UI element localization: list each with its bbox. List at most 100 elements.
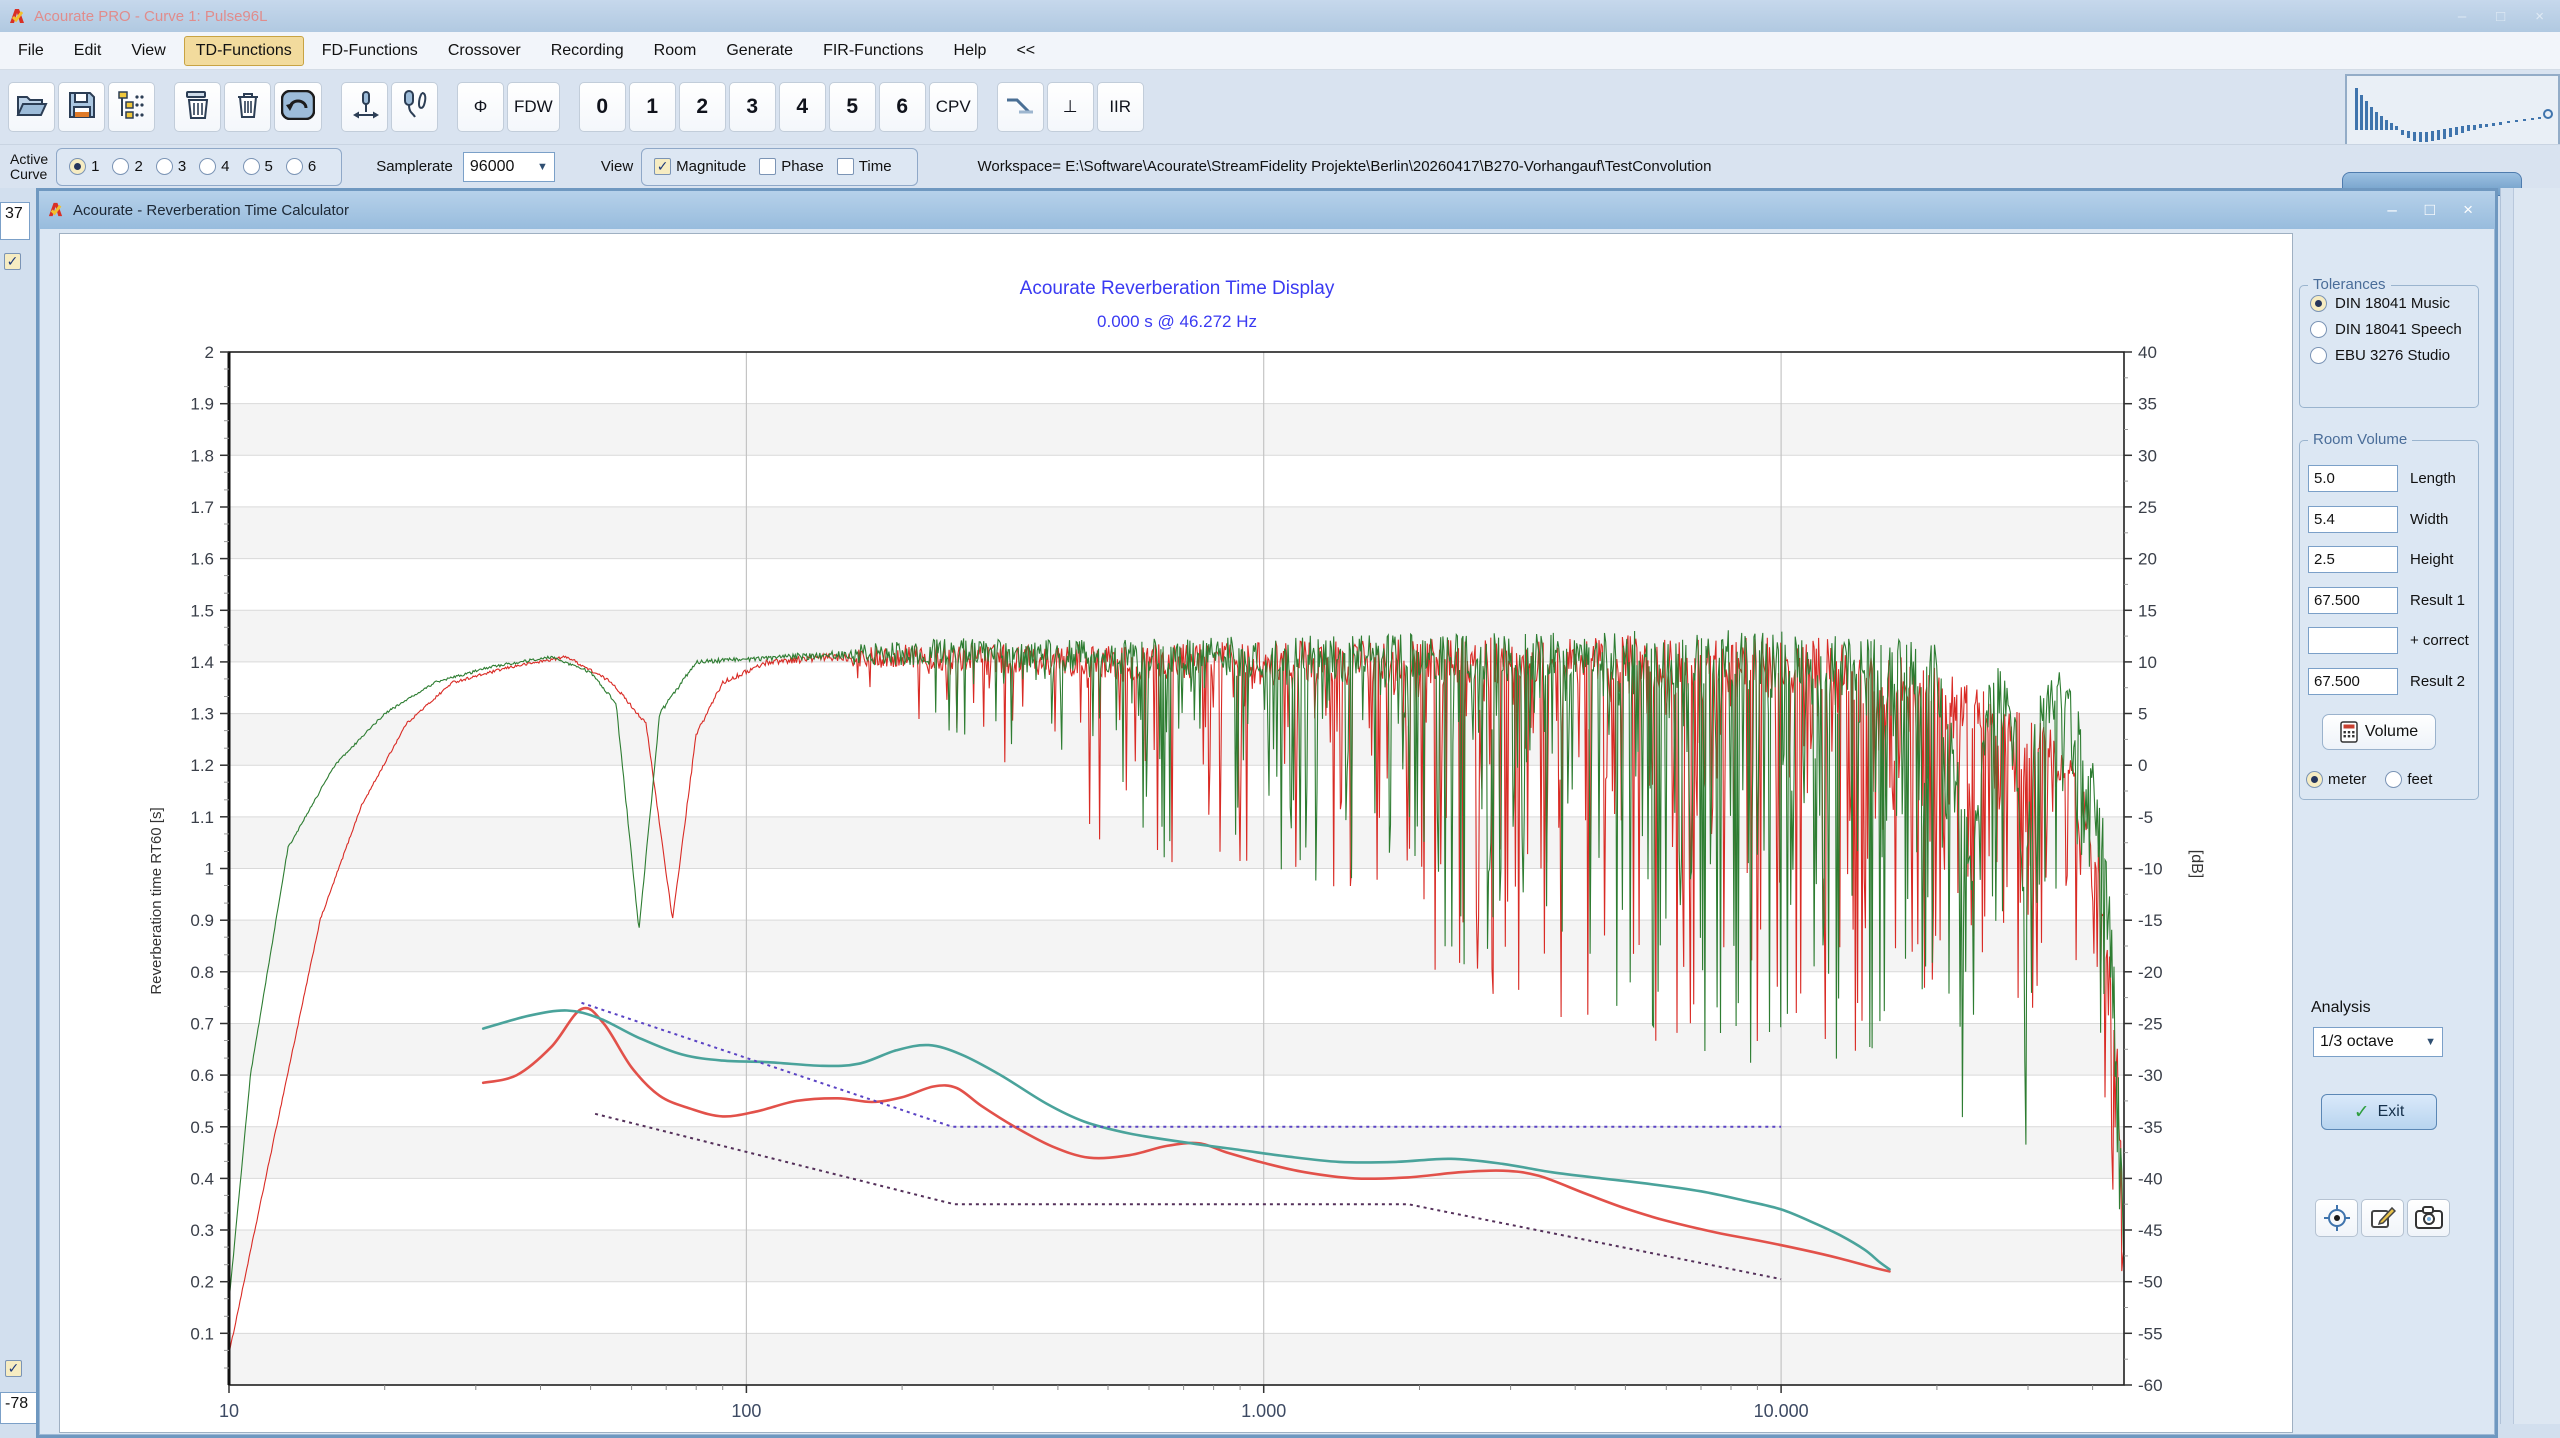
curve-marker-button[interactable] (997, 82, 1044, 132)
svg-text:-35: -35 (2138, 1118, 2163, 1137)
svg-text:-60: -60 (2138, 1376, 2163, 1395)
menu-generate[interactable]: Generate (714, 36, 805, 66)
curve-2-button[interactable]: 2 (679, 82, 726, 132)
unit-radio-meter[interactable]: meter (2306, 771, 2366, 788)
curve-radio-3[interactable]: 3 (156, 158, 186, 175)
dialog-titlebar[interactable]: Acourate - Reverberation Time Calculator… (39, 191, 2495, 229)
curve-tree-button[interactable] (108, 82, 155, 132)
curve-5-button[interactable]: 5 (829, 82, 876, 132)
tolerance-option-din-18041-speech[interactable]: DIN 18041 Speech (2310, 321, 2478, 338)
menu-edit[interactable]: Edit (62, 36, 114, 66)
exit-button[interactable]: ✓ Exit (2321, 1094, 2437, 1130)
room-field--correct[interactable] (2308, 627, 2398, 654)
save-button[interactable] (58, 82, 105, 132)
svg-text:25: 25 (2138, 498, 2157, 517)
svg-text:1.4: 1.4 (190, 653, 214, 672)
radio-icon (2306, 771, 2323, 788)
menu-crossover[interactable]: Crossover (436, 36, 533, 66)
close-button[interactable]: × (2535, 8, 2544, 25)
menu-td-functions[interactable]: TD-Functions (184, 36, 304, 66)
room-field-label: + correct (2410, 632, 2469, 649)
dialog-minimize-button[interactable]: – (2387, 200, 2396, 220)
curve-1-button[interactable]: 1 (629, 82, 676, 132)
menu-help[interactable]: Help (942, 36, 999, 66)
dialog-maximize-button[interactable]: □ (2425, 200, 2435, 220)
radio-icon (2310, 321, 2327, 338)
checkbox-icon (759, 158, 776, 175)
svg-text:0.9: 0.9 (190, 911, 214, 930)
curve-radio-4[interactable]: 4 (199, 158, 229, 175)
dialog-controls[interactable]: – □ × (2387, 200, 2473, 220)
mic-cable-button[interactable] (391, 82, 438, 132)
menu--[interactable]: << (1004, 36, 1047, 66)
room-field-result-2[interactable] (2308, 668, 2398, 695)
delete-archive-button[interactable] (174, 82, 221, 132)
svg-text:0.2: 0.2 (190, 1273, 214, 1292)
samplerate-select[interactable]: 96000 ▼ (463, 152, 555, 182)
delete-button[interactable] (224, 82, 271, 132)
room-field-height[interactable] (2308, 546, 2398, 573)
dialog-close-button[interactable]: × (2463, 200, 2473, 220)
menu-room[interactable]: Room (642, 36, 709, 66)
background-left-checkbox[interactable]: ✓ (4, 253, 21, 270)
curve-radio-2[interactable]: 2 (112, 158, 142, 175)
background-left-field[interactable]: 37 (0, 202, 30, 240)
tolerance-option-din-18041-music[interactable]: DIN 18041 Music (2310, 295, 2478, 312)
y-left-axis-title: Reverberation time RT60 [s] (148, 807, 165, 994)
menu-file[interactable]: File (6, 36, 56, 66)
maximize-button[interactable]: □ (2496, 8, 2505, 25)
trash-icon (234, 90, 262, 125)
chart-readout: 0.000 s @ 46.272 Hz (60, 312, 2294, 332)
analysis-label: Analysis (2311, 999, 2371, 1017)
impulse-preview-graphic (2347, 76, 2558, 148)
menu-view[interactable]: View (119, 36, 177, 66)
analysis-select[interactable]: 1/3 octave ▼ (2313, 1027, 2443, 1057)
iir-button[interactable]: IIR (1097, 82, 1144, 132)
curve-3-button[interactable]: 3 (729, 82, 776, 132)
undo-button[interactable] (274, 82, 322, 132)
curve-4-button[interactable]: 4 (779, 82, 826, 132)
curve-6-button[interactable]: 6 (879, 82, 926, 132)
menu-fd-functions[interactable]: FD-Functions (310, 36, 430, 66)
fdw-button[interactable]: FDW (507, 82, 560, 132)
check-icon: ✓ (2354, 1101, 2370, 1124)
chevron-down-icon: ▼ (2415, 1036, 2436, 1048)
open-button[interactable] (8, 82, 55, 132)
svg-text:10.000: 10.000 (1754, 1401, 1809, 1421)
volume-button[interactable]: Volume (2322, 714, 2436, 750)
cpv-button[interactable]: CPV (929, 82, 978, 132)
curve-radio-6[interactable]: 6 (286, 158, 316, 175)
active-curve-group: 123456 (56, 148, 342, 186)
perpendicular-button[interactable]: ⊥ (1047, 82, 1094, 132)
tolerance-option-ebu-3276-studio[interactable]: EBU 3276 Studio (2310, 347, 2478, 364)
background-left-bottom-checkbox[interactable]: ✓ (5, 1360, 22, 1377)
curve-radio-5[interactable]: 5 (243, 158, 273, 175)
crosshair-button[interactable] (2315, 1199, 2358, 1237)
room-field-width[interactable] (2308, 506, 2398, 533)
view-check-time[interactable]: Time (837, 158, 892, 175)
view-label: View (601, 159, 633, 174)
window-title: Acourate PRO - Curve 1: Pulse96L (34, 8, 267, 25)
menu-recording[interactable]: Recording (539, 36, 636, 66)
minimize-button[interactable]: – (2458, 8, 2466, 25)
room-field-length[interactable] (2308, 465, 2398, 492)
pencil-edit-icon (2370, 1205, 2396, 1231)
screenshot-button[interactable] (2407, 1199, 2450, 1237)
radio-icon (112, 158, 129, 175)
folder-open-icon (16, 92, 48, 123)
edit-button[interactable] (2361, 1199, 2404, 1237)
mic-position-button[interactable] (341, 82, 388, 132)
unit-radio-feet[interactable]: feet (2385, 771, 2432, 788)
svg-text:-45: -45 (2138, 1221, 2163, 1240)
curve-radio-1[interactable]: 1 (69, 158, 99, 175)
view-check-phase[interactable]: Phase (759, 158, 824, 175)
menu-fir-functions[interactable]: FIR-Functions (811, 36, 935, 66)
room-field-result-1[interactable] (2308, 587, 2398, 614)
view-check-magnitude[interactable]: ✓Magnitude (654, 158, 746, 175)
phi-button[interactable]: Φ (457, 82, 504, 132)
save-icon (68, 91, 96, 124)
window-controls[interactable]: – □ × (2458, 8, 2544, 25)
chart-panel: Acourate Reverberation Time Display 0.00… (59, 233, 2293, 1433)
tolerances-legend: Tolerances (2308, 276, 2391, 293)
curve-0-button[interactable]: 0 (579, 82, 626, 132)
